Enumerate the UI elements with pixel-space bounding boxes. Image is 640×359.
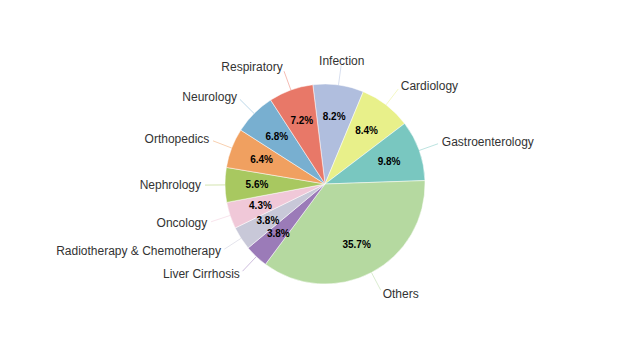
svg-text:Oncology: Oncology [157,216,208,230]
svg-text:Liver Cirrhosis: Liver Cirrhosis [163,267,240,281]
svg-text:9.8%: 9.8% [378,156,401,167]
svg-text:Neurology: Neurology [182,90,237,104]
svg-text:3.8%: 3.8% [257,215,280,226]
svg-text:6.4%: 6.4% [250,154,273,165]
svg-text:Others: Others [383,287,419,301]
svg-text:3.8%: 3.8% [267,228,290,239]
svg-text:6.8%: 6.8% [265,131,288,142]
svg-text:Orthopedics: Orthopedics [145,132,210,146]
svg-text:Radiotherapy & Chemotherapy: Radiotherapy & Chemotherapy [56,244,221,258]
svg-text:Nephrology: Nephrology [140,178,201,192]
svg-text:7.2%: 7.2% [290,115,313,126]
svg-text:5.6%: 5.6% [246,179,269,190]
svg-text:Gastroenterology: Gastroenterology [442,135,534,149]
svg-text:Respiratory: Respiratory [221,60,282,74]
svg-text:Cardiology: Cardiology [401,79,458,93]
svg-text:4.3%: 4.3% [249,200,272,211]
svg-text:8.2%: 8.2% [323,111,346,122]
svg-text:35.7%: 35.7% [342,239,370,250]
svg-text:Infection: Infection [319,54,364,68]
svg-text:8.4%: 8.4% [355,125,378,136]
